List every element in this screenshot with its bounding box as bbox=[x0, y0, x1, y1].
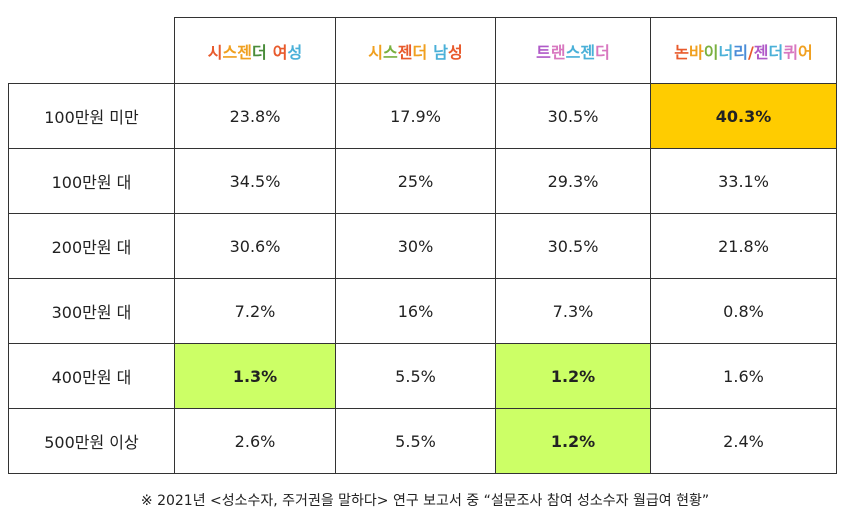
column-header-glyph: 더 bbox=[768, 42, 784, 62]
table-cell: 30.5% bbox=[495, 213, 651, 279]
column-header-glyph: 스 bbox=[383, 42, 398, 62]
table-cell: 1.3% bbox=[174, 343, 336, 409]
column-header: 시스젠더 남성 bbox=[335, 17, 496, 84]
table-cell: 34.5% bbox=[174, 148, 336, 214]
corner-cell bbox=[8, 17, 175, 84]
column-header-glyph: 남 bbox=[433, 42, 448, 62]
table-cell: 5.5% bbox=[335, 343, 496, 409]
column-header-glyph: 젠 bbox=[580, 42, 596, 62]
header-row: 시스젠더 여성 시스젠더 남성 트랜스젠더 논바이너리/젠더퀴어 bbox=[8, 17, 837, 84]
row-label: 300만원 대 bbox=[8, 278, 175, 344]
column-header-glyph: 트 bbox=[536, 42, 551, 62]
table-cell: 2.4% bbox=[650, 408, 837, 474]
column-header-glyph: 성 bbox=[287, 42, 303, 62]
table-row: 100만원 미만 23.8% 17.9% 30.5% 40.3% bbox=[8, 83, 837, 149]
table-cell: 1.2% bbox=[495, 408, 651, 474]
column-header-glyph: 어 bbox=[797, 42, 813, 62]
table-cell: 1.2% bbox=[495, 343, 651, 409]
table-body: 100만원 미만 23.8% 17.9% 30.5% 40.3% 100만원 대 34.5%… bbox=[8, 83, 837, 474]
table-cell: 30% bbox=[335, 213, 496, 279]
table-cell: 5.5% bbox=[335, 408, 496, 474]
table-row: 200만원 대 30.6% 30% 30.5% 21.8% bbox=[8, 213, 837, 279]
table-cell: 17.9% bbox=[335, 83, 496, 149]
column-header-glyph: 바 bbox=[689, 42, 704, 62]
table-cell: 16% bbox=[335, 278, 496, 344]
column-header-glyph: 스 bbox=[565, 42, 581, 62]
column-header-glyph: 젠 bbox=[397, 42, 413, 62]
table-cell: 2.6% bbox=[174, 408, 336, 474]
table-cell: 7.2% bbox=[174, 278, 336, 344]
table-row: 500만원 이상 2.6% 5.5% 1.2% 2.4% bbox=[8, 408, 837, 474]
row-label: 400만원 대 bbox=[8, 343, 175, 409]
table-cell: 29.3% bbox=[495, 148, 651, 214]
column-header-glyph: 젠 bbox=[237, 42, 252, 62]
column-header-glyph: 리 bbox=[733, 42, 748, 62]
column-header: 트랜스젠더 bbox=[495, 17, 651, 84]
table-row: 100만원 대 34.5% 25% 29.3% 33.1% bbox=[8, 148, 837, 214]
table-cell: 30.6% bbox=[174, 213, 336, 279]
salary-table: 시스젠더 여성 시스젠더 남성 트랜스젠더 논바이너리/젠더퀴어 100만원 미… bbox=[8, 17, 837, 474]
column-header-glyph: / bbox=[747, 42, 754, 62]
table-cell: 23.8% bbox=[174, 83, 336, 149]
column-header-glyph: 랜 bbox=[550, 42, 566, 62]
column-header-glyph: 너 bbox=[718, 42, 734, 62]
column-header-glyph: 더 bbox=[595, 42, 610, 62]
column-header-glyph: 퀴 bbox=[783, 42, 798, 62]
table-cell: 40.3% bbox=[650, 83, 837, 149]
row-label: 500만원 이상 bbox=[8, 408, 175, 474]
column-header-glyph: 스 bbox=[222, 42, 238, 62]
table-row: 400만원 대 1.3% 5.5% 1.2% 1.6% bbox=[8, 343, 837, 409]
column-header-glyph: 젠 bbox=[753, 42, 769, 62]
column-header-glyph: 시 bbox=[368, 42, 384, 62]
table-cell: 33.1% bbox=[650, 148, 837, 214]
table-cell: 7.3% bbox=[495, 278, 651, 344]
row-label: 100만원 대 bbox=[8, 148, 175, 214]
column-header-glyph: 더 bbox=[412, 42, 428, 62]
column-header-glyph: 논 bbox=[674, 42, 689, 62]
column-header: 논바이너리/젠더퀴어 bbox=[650, 17, 837, 84]
table-cell: 30.5% bbox=[495, 83, 651, 149]
column-header-glyph: 성 bbox=[447, 42, 463, 62]
table-row: 300만원 대 7.2% 16% 7.3% 0.8% bbox=[8, 278, 837, 344]
table-cell: 21.8% bbox=[650, 213, 837, 279]
column-header-glyph: 더 bbox=[252, 42, 267, 62]
footnote: ※ 2021년 <성소수자, 주거권을 말하다> 연구 보고서 중 “설문조사 … bbox=[140, 493, 710, 509]
table-cell: 0.8% bbox=[650, 278, 837, 344]
table-cell: 1.6% bbox=[650, 343, 837, 409]
column-header-glyph: 시 bbox=[207, 42, 223, 62]
column-header-glyph: 여 bbox=[272, 42, 288, 62]
table-cell: 25% bbox=[335, 148, 496, 214]
row-label: 200만원 대 bbox=[8, 213, 175, 279]
row-label: 100만원 미만 bbox=[8, 83, 175, 149]
column-header-glyph: 이 bbox=[703, 42, 719, 62]
column-header: 시스젠더 여성 bbox=[174, 17, 336, 84]
